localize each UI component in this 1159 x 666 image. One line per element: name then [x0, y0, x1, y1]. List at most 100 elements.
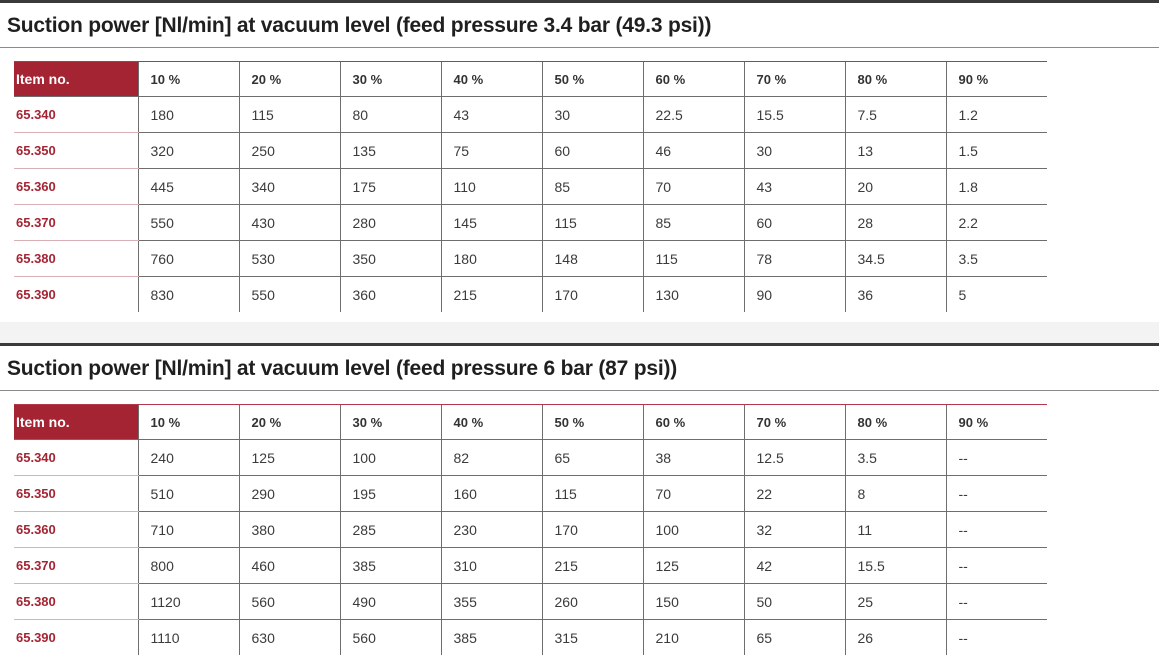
suction-value-cell: 710	[137, 511, 239, 548]
suction-value-cell: 15.5	[844, 547, 946, 584]
suction-value-cell: 11	[844, 511, 946, 548]
vacuum-level-header: 50 %	[541, 404, 643, 440]
item-no-cell: 65.380	[14, 240, 138, 277]
suction-value-cell: 2.2	[945, 204, 1047, 241]
suction-table-section-6-bar: Suction power [Nl/min] at vacuum level (…	[0, 343, 1159, 666]
table-row: 65.350 510 290 195 160 115 70 22 8 --	[14, 475, 1047, 512]
suction-value-cell: 135	[339, 132, 441, 169]
suction-value-cell: 115	[642, 240, 744, 277]
suction-value-cell: 70	[642, 168, 744, 205]
suction-power-table: Item no. 10 % 20 % 30 % 40 % 50 % 60 % 70 % 80 %…	[14, 61, 1047, 312]
suction-value-cell: 22	[743, 475, 845, 512]
title-divider	[0, 47, 1159, 48]
suction-value-cell: 250	[238, 132, 340, 169]
suction-value-cell: 60	[541, 132, 643, 169]
suction-value-cell: 30	[541, 96, 643, 133]
suction-value-cell: 310	[440, 547, 542, 584]
table-row: 65.390 830 550 360 215 170 130 90 36 5	[14, 276, 1047, 312]
suction-value-cell: 110	[440, 168, 542, 205]
vacuum-level-header: 70 %	[743, 61, 845, 97]
suction-value-cell: 26	[844, 619, 946, 655]
suction-value-cell: 180	[440, 240, 542, 277]
suction-value-cell: 1110	[137, 619, 239, 655]
suction-power-table: Item no. 10 % 20 % 30 % 40 % 50 % 60 % 70 % 80 %…	[14, 404, 1047, 655]
suction-value-cell: 70	[642, 475, 744, 512]
suction-value-cell: 340	[238, 168, 340, 205]
item-no-cell: 65.340	[14, 96, 138, 133]
item-no-cell: 65.360	[14, 511, 138, 548]
suction-value-cell: 530	[238, 240, 340, 277]
suction-value-cell: 260	[541, 583, 643, 620]
suction-table-section-3-4-bar: Suction power [Nl/min] at vacuum level (…	[0, 0, 1159, 322]
item-no-cell: 65.340	[14, 439, 138, 476]
suction-value-cell: 180	[137, 96, 239, 133]
suction-value-cell: 22.5	[642, 96, 744, 133]
suction-value-cell: 12.5	[743, 439, 845, 476]
suction-value-cell: 38	[642, 439, 744, 476]
table-row: 65.370 550 430 280 145 115 85 60 28 2.2	[14, 204, 1047, 241]
suction-value-cell: 82	[440, 439, 542, 476]
suction-value-cell: 15.5	[743, 96, 845, 133]
suction-value-cell: 100	[339, 439, 441, 476]
vacuum-level-header: 50 %	[541, 61, 643, 97]
suction-value-cell: 490	[339, 583, 441, 620]
suction-value-cell: 78	[743, 240, 845, 277]
suction-value-cell: 150	[642, 583, 744, 620]
item-no-cell: 65.380	[14, 583, 138, 620]
suction-value-cell: 13	[844, 132, 946, 169]
suction-value-cell: 50	[743, 583, 845, 620]
table-header-row: Item no. 10 % 20 % 30 % 40 % 50 % 60 % 70 % 80 %…	[14, 61, 1047, 97]
suction-value-cell: 170	[541, 276, 643, 312]
item-no-cell: 65.370	[14, 547, 138, 584]
suction-value-cell: 460	[238, 547, 340, 584]
suction-value-cell: 445	[137, 168, 239, 205]
suction-value-cell: 60	[743, 204, 845, 241]
table-row: 65.370 800 460 385 310 215 125 42 15.5 --	[14, 547, 1047, 584]
table-row: 65.390 1110 630 560 385 315 210 65 26 --	[14, 619, 1047, 655]
suction-value-cell: 360	[339, 276, 441, 312]
suction-value-cell: 1.5	[945, 132, 1047, 169]
suction-value-cell: 1120	[137, 583, 239, 620]
suction-value-cell: --	[945, 511, 1047, 548]
suction-value-cell: 80	[339, 96, 441, 133]
vacuum-level-header: 80 %	[844, 404, 946, 440]
suction-value-cell: 320	[137, 132, 239, 169]
item-no-cell: 65.390	[16, 287, 56, 302]
suction-value-cell: 115	[541, 475, 643, 512]
suction-value-cell: 175	[339, 168, 441, 205]
suction-value-cell: 85	[541, 168, 643, 205]
suction-value-cell: --	[945, 475, 1047, 512]
suction-value-cell: 385	[440, 619, 542, 655]
vacuum-level-header: 10 %	[137, 61, 239, 97]
suction-value-cell: 3.5	[945, 240, 1047, 277]
suction-value-cell: 1.8	[945, 168, 1047, 205]
suction-value-cell: 550	[137, 204, 239, 241]
suction-value-cell: 1.2	[945, 96, 1047, 133]
suction-value-cell: 130	[642, 276, 744, 312]
suction-value-cell: 240	[137, 439, 239, 476]
vacuum-level-header: 20 %	[238, 61, 340, 97]
section-top-bar	[0, 0, 1159, 3]
section-title: Suction power [Nl/min] at vacuum level (…	[7, 357, 678, 380]
suction-value-cell: 215	[541, 547, 643, 584]
table-row: 65.340 180 115 80 43 30 22.5 15.5 7.5 1.2	[14, 96, 1047, 133]
suction-value-cell: 115	[238, 96, 340, 133]
suction-value-cell: 43	[440, 96, 542, 133]
suction-value-cell: 550	[238, 276, 340, 312]
vacuum-level-header: 80 %	[844, 61, 946, 97]
table-row: 65.360 445 340 175 110 85 70 43 20 1.8	[14, 168, 1047, 205]
vacuum-level-header: 40 %	[440, 404, 542, 440]
suction-value-cell: 42	[743, 547, 845, 584]
suction-value-cell: 34.5	[844, 240, 946, 277]
suction-value-cell: 20	[844, 168, 946, 205]
suction-value-cell: 30	[743, 132, 845, 169]
suction-value-cell: 32	[743, 511, 845, 548]
suction-value-cell: 7.5	[844, 96, 946, 133]
suction-value-cell: 125	[642, 547, 744, 584]
suction-value-cell: 560	[339, 619, 441, 655]
suction-value-cell: --	[945, 583, 1047, 620]
suction-value-cell: --	[945, 439, 1047, 476]
title-divider	[0, 390, 1159, 391]
suction-value-cell: 430	[238, 204, 340, 241]
suction-value-cell: 65	[743, 619, 845, 655]
